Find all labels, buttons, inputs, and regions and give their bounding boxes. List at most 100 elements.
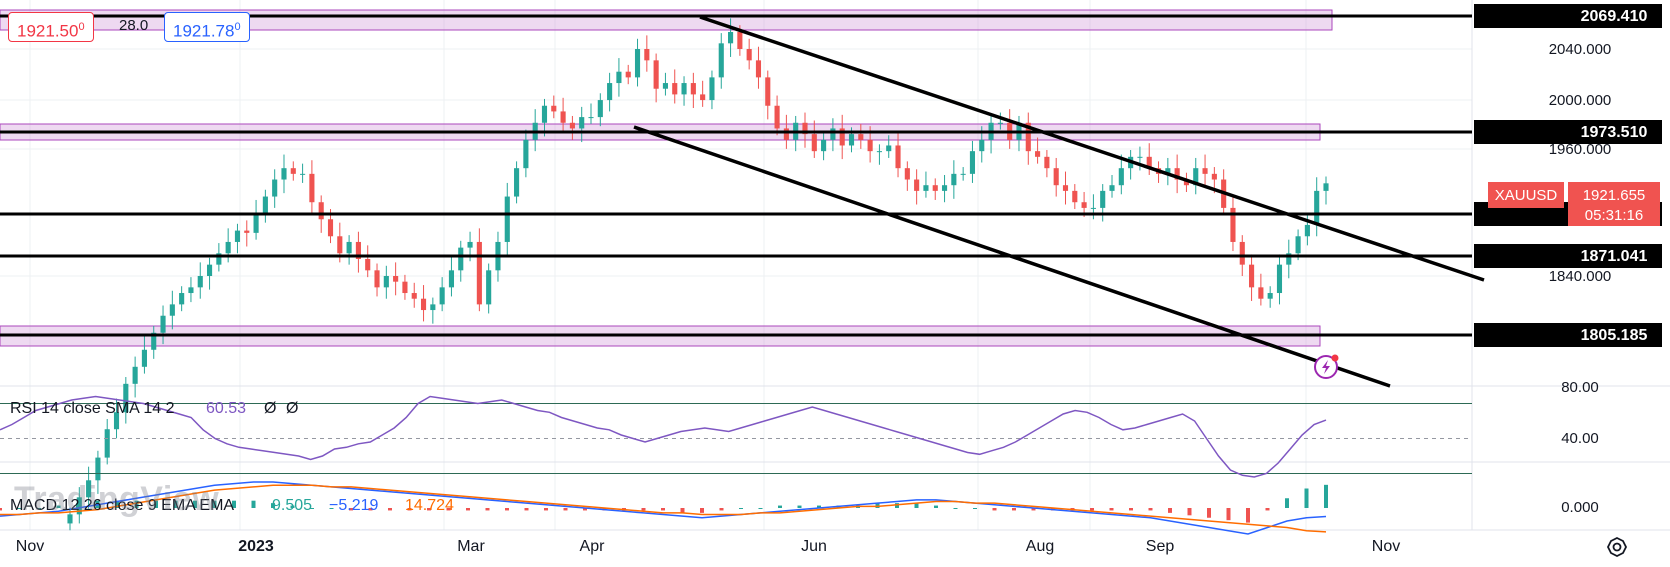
- candle-body: [1146, 156, 1152, 169]
- candle-body: [607, 83, 613, 101]
- candle-body: [783, 128, 789, 140]
- macd-histogram-bar: [544, 508, 548, 511]
- candle-body: [941, 185, 948, 191]
- candle-body: [141, 349, 147, 367]
- candle-body: [746, 49, 752, 61]
- rsi-legend-value: 60.53: [206, 400, 246, 417]
- candle-body: [1183, 179, 1190, 186]
- candle-body: [625, 71, 631, 78]
- level-price-tag: [1474, 4, 1662, 28]
- level-price-tag: [1474, 323, 1662, 347]
- candle-body: [597, 100, 603, 118]
- symbol-name: XAUUSD: [1495, 187, 1558, 204]
- macd-histogram-bar: [76, 503, 80, 508]
- candle-body: [272, 179, 278, 197]
- ask-price-button[interactable]: 1921.780: [164, 12, 250, 42]
- candle-body: [476, 241, 482, 305]
- channel-lower-line: [633, 125, 1391, 388]
- symbol-price-tag[interactable]: XAUUSD 1921.655 05:31:16: [1488, 182, 1660, 226]
- time-axis[interactable]: Nov 2023 Mar Apr Jun Aug Sep Nov: [16, 538, 1400, 555]
- rsi-tick-label: 80.00: [1561, 379, 1599, 396]
- candle-body: [1100, 190, 1106, 208]
- macd-histogram-bar: [797, 505, 802, 508]
- candle-body: [1304, 224, 1310, 237]
- level-price-label: 1805.185: [1581, 327, 1648, 344]
- price-tick-label: 2000.000: [1549, 92, 1612, 109]
- candle-body: [755, 60, 762, 78]
- candle-body: [383, 276, 389, 288]
- macd-histogram-bar: [1226, 508, 1231, 521]
- candle-body: [86, 480, 92, 498]
- candle-body: [1081, 202, 1087, 208]
- macd-histogram-bar: [914, 503, 919, 508]
- candle-body: [1137, 156, 1143, 158]
- candle-body: [420, 298, 427, 311]
- macd-histogram-bar: [524, 508, 529, 511]
- macd-histogram-bar: [953, 508, 958, 509]
- macd-histogram-bar: [1304, 488, 1309, 508]
- macd-histogram-bar: [290, 505, 295, 508]
- candle-body: [951, 173, 957, 186]
- macd-legend-label[interactable]: MACD 12 26 close 9 EMA EMA: [10, 497, 234, 514]
- candle-body: [588, 117, 594, 119]
- macd-histogram-bar: [17, 508, 22, 509]
- candle-body: [848, 134, 855, 146]
- time-tick-label: Nov: [1372, 538, 1400, 555]
- time-tick-label: Mar: [457, 538, 485, 555]
- candle-body: [1090, 207, 1096, 209]
- macd-legend-v2: −5.219: [329, 497, 378, 514]
- macd-histogram-bar: [329, 508, 334, 509]
- candle-body: [253, 213, 259, 233]
- candle-body: [300, 173, 306, 175]
- macd-histogram-bar: [817, 505, 821, 508]
- candle-body: [541, 105, 548, 123]
- level-price-label: 2069.410: [1581, 8, 1648, 25]
- macd-histogram-bar: [1129, 508, 1133, 511]
- candle-body: [1025, 122, 1031, 152]
- macd-histogram-bar: [739, 508, 743, 509]
- macd-histogram-bar: [0, 508, 2, 511]
- macd-histogram-bar: [485, 508, 490, 511]
- candle-body: [1072, 190, 1078, 203]
- channel-upper-line: [699, 15, 1485, 282]
- macd-histogram-bar: [1109, 508, 1114, 511]
- bid-price-button[interactable]: 1921.500: [8, 12, 94, 42]
- settings-gear-icon[interactable]: [1606, 536, 1628, 558]
- alert-flash-icon[interactable]: [1314, 354, 1339, 379]
- price-axis[interactable]: 2040.000 2000.000 1960.000 1840.000 2069.410…: [1474, 4, 1662, 516]
- macd-histogram-bar: [427, 508, 431, 511]
- candle-body: [876, 151, 882, 153]
- macd-tick-label: 0.000: [1561, 499, 1599, 516]
- candle-body: [616, 71, 622, 84]
- candle-body: [1230, 207, 1236, 242]
- candle-body: [1239, 241, 1245, 265]
- candle-body: [104, 429, 110, 458]
- candle-body: [1035, 151, 1041, 157]
- candle-body: [1258, 287, 1264, 299]
- candle-body: [1165, 168, 1171, 174]
- last-price: 1921.655: [1583, 187, 1646, 204]
- macd-histogram-bar: [1187, 508, 1192, 516]
- candle-body: [402, 281, 408, 294]
- channel-trend-lines[interactable]: [633, 15, 1485, 388]
- candle-body: [1249, 264, 1255, 288]
- candle-body: [969, 151, 976, 174]
- macd-histogram-bar: [1031, 508, 1036, 511]
- candle-body: [718, 43, 724, 78]
- rsi-legend-label[interactable]: RSI 14 close SMA 14 2: [10, 400, 175, 417]
- candle-body: [644, 49, 650, 61]
- macd-histogram-bar: [1012, 508, 1016, 511]
- candle-body: [904, 168, 910, 180]
- candle-body: [439, 287, 445, 305]
- time-tick-label: Apr: [580, 538, 606, 555]
- candle-body: [979, 139, 985, 152]
- macd-histogram-bar: [1168, 508, 1172, 513]
- macd-histogram-bar: [1246, 508, 1250, 523]
- macd-histogram-bar: [251, 500, 256, 508]
- candle-body: [234, 230, 241, 242]
- rsi-pane: [0, 395, 1472, 478]
- price-tick-label: 2040.000: [1549, 41, 1612, 58]
- macd-histogram-bar: [134, 500, 139, 508]
